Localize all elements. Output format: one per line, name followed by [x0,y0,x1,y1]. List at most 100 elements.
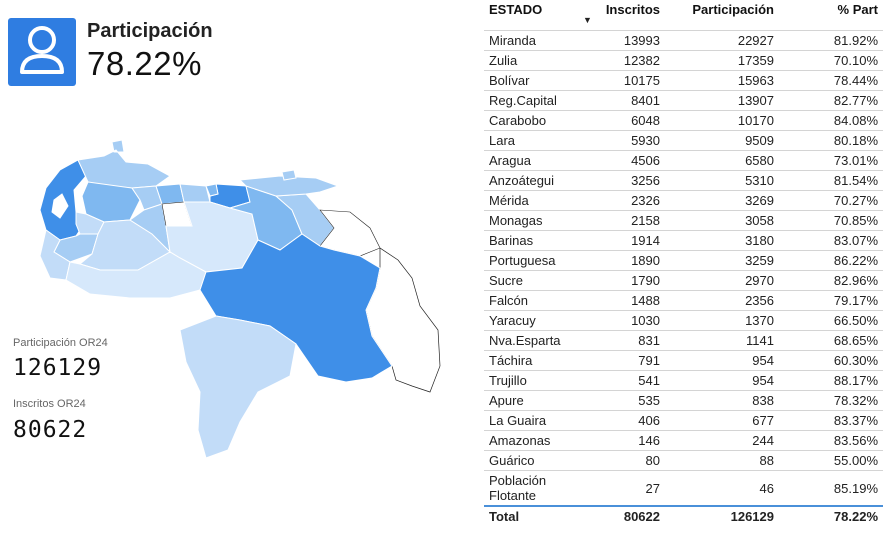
cell-estado: Trujillo [484,370,576,391]
map-region-reg-capital[interactable] [205,183,219,197]
kpi-value: 78.22% [87,45,202,82]
cell-estado: Táchira [484,350,576,371]
header-percent-part[interactable]: % Part [837,2,878,17]
header-estado[interactable]: ESTADO [489,2,543,17]
cell-participacion: 10170 [665,110,779,131]
cell-inscritos: 1488 [576,290,665,311]
cell-participacion: 13907 [665,90,779,111]
cell-estado: Miranda [484,30,576,51]
cell-estado: La Guaira [484,410,576,431]
table-row[interactable]: Yaracuy 1030 1370 66.50% [484,310,883,331]
cell-inscritos: 1914 [576,230,665,251]
cell-estado: Anzoátegui [484,170,576,191]
cell-estado: Mérida [484,190,576,211]
table-total-row: Total 80622 126129 78.22% [484,505,883,527]
map-region-falcón[interactable] [77,139,171,189]
cell-inscritos: 791 [576,350,665,371]
cell-estado: Sucre [484,270,576,291]
cell-estado: Barinas [484,230,576,251]
table-row[interactable]: Apure 535 838 78.32% [484,390,883,411]
cell-estado: Portuguesa [484,250,576,271]
cell-inscritos: 2158 [576,210,665,231]
table-row[interactable]: Trujillo 541 954 88.17% [484,370,883,391]
table-row[interactable]: Nva.Esparta 831 1141 68.65% [484,330,883,351]
cell-inscritos: 541 [576,370,665,391]
cell-participacion: 1370 [665,310,779,331]
cell-inscritos: 831 [576,330,665,351]
table-row[interactable]: Mérida 2326 3269 70.27% [484,190,883,211]
inscritos-or24-label: Inscritos OR24 [13,398,86,410]
map-region-aragua[interactable] [179,183,211,203]
cell-participacion: 9509 [665,130,779,151]
cell-percent-part: 68.65% [779,330,883,351]
cell-participacion: 46 [665,470,779,507]
table-row[interactable]: Carabobo 6048 10170 84.08% [484,110,883,131]
table-row[interactable]: Monagas 2158 3058 70.85% [484,210,883,231]
cell-percent-part: 70.85% [779,210,883,231]
table-row[interactable]: Bolívar 10175 15963 78.44% [484,70,883,91]
cell-estado: Monagas [484,210,576,231]
cell-inscritos: 3256 [576,170,665,191]
cell-estado: Amazonas [484,430,576,451]
cell-percent-part: 86.22% [779,250,883,271]
table-row[interactable]: Reg.Capital 8401 13907 82.77% [484,90,883,111]
cell-participacion: 838 [665,390,779,411]
cell-percent-part: 70.10% [779,50,883,71]
cell-participacion: 17359 [665,50,779,71]
table-row[interactable]: Zulia 12382 17359 70.10% [484,50,883,71]
cell-percent-part: 82.96% [779,270,883,291]
cell-percent-part: 55.00% [779,450,883,471]
header-participacion[interactable]: Participación [692,2,774,17]
results-table-panel: ESTADO Inscritos ▼ Participación % Part M… [484,0,884,546]
cell-participacion: 3058 [665,210,779,231]
cell-estado: Población Flotante [484,470,576,507]
cell-participacion: 954 [665,370,779,391]
cell-inscritos: 535 [576,390,665,411]
table-row[interactable]: Sucre 1790 2970 82.96% [484,270,883,291]
table-row[interactable]: Táchira 791 954 60.30% [484,350,883,371]
cell-estado: Reg.Capital [484,90,576,111]
cell-participacion: 1141 [665,330,779,351]
cell-inscritos: 6048 [576,110,665,131]
table-row[interactable]: Aragua 4506 6580 73.01% [484,150,883,171]
cell-inscritos: 5930 [576,130,665,151]
cell-estado: Falcón [484,290,576,311]
cell-percent-part: 60.30% [779,350,883,371]
cell-estado: Aragua [484,150,576,171]
table-row[interactable]: Lara 5930 9509 80.18% [484,130,883,151]
table-row[interactable]: Anzoátegui 3256 5310 81.54% [484,170,883,191]
table-row[interactable]: Guárico 80 88 55.00% [484,450,883,471]
cell-inscritos: 10175 [576,70,665,91]
table-row[interactable]: Amazonas 146 244 83.56% [484,430,883,451]
cell-percent-part: 79.17% [779,290,883,311]
cell-inscritos: 2326 [576,190,665,211]
cell-percent-part: 81.92% [779,30,883,51]
cell-percent-part: 83.37% [779,410,883,431]
cell-percent-part: 78.32% [779,390,883,411]
table-row[interactable]: Falcón 1488 2356 79.17% [484,290,883,311]
cell-estado: Zulia [484,50,576,71]
table-row[interactable]: Barinas 1914 3180 83.07% [484,230,883,251]
table-row[interactable]: La Guaira 406 677 83.37% [484,410,883,431]
cell-percent-part: 80.18% [779,130,883,151]
cell-participacion: 5310 [665,170,779,191]
cell-percent-part: 85.19% [779,470,883,507]
map-region-apure[interactable] [65,251,207,299]
cell-participacion: 3180 [665,230,779,251]
map-region-nva-esparta[interactable] [281,169,297,181]
user-icon [8,18,76,86]
map-region-amazonas[interactable] [179,315,297,459]
cell-inscritos: 1030 [576,310,665,331]
header-inscritos[interactable]: Inscritos ▼ [576,0,665,31]
kpi-label: Participación [87,20,213,42]
cell-percent-part: 83.07% [779,230,883,251]
results-table: ESTADO Inscritos ▼ Participación % Part M… [484,0,883,527]
cell-participacion: 677 [665,410,779,431]
cell-estado: Guárico [484,450,576,471]
cell-inscritos: 1790 [576,270,665,291]
cell-participacion: 3259 [665,250,779,271]
table-row[interactable]: Portuguesa 1890 3259 86.22% [484,250,883,271]
table-row[interactable]: Miranda 13993 22927 81.92% [484,30,883,51]
header-inscritos-label: Inscritos [605,2,660,17]
table-row[interactable]: Población Flotante 27 46 85.19% [484,470,883,507]
